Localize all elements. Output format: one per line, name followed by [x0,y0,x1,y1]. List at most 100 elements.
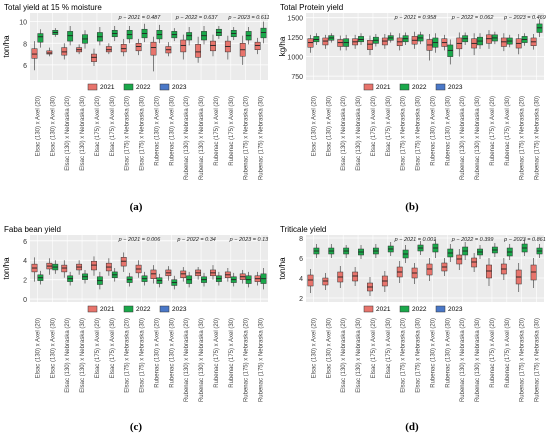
box-2021 [61,47,68,56]
x-tick-label: Elsac (175) x Nebraska (30) [416,318,422,393]
x-tick-label: Rubenac (130) x Nebraska (20) [460,318,466,402]
chart-panel-b: Total Protein yield 750 1000 1250 1500 kg/ha p… [276,0,548,214]
legend-swatch-2023 [159,305,170,313]
x-tick-label: Rubenac (175) x Axel (20) [490,318,496,388]
y-axis-label: ton/ha [2,35,11,58]
box-2021 [150,269,157,279]
box-2021 [180,270,187,278]
x-tick-label: Rubenac (130) x Nebraska (30) [475,318,481,402]
p-value-label: p − 2022 = 0.34 [176,237,216,243]
box-2021 [530,264,537,281]
p-value-label: p − 2022 = 0.062 [451,15,494,21]
caption-a: (a) [129,201,143,213]
y-tick-label: 4 [23,258,27,265]
p-value-label: p − 2023 = 0.611 [227,15,269,21]
legend-label: 2022 [412,84,427,91]
y-tick-label: 8 [299,236,303,243]
box-2021 [91,53,97,62]
x-tick-label: Elsac (175) x Nebraska (20) [125,318,131,393]
legend-label: 2021 [376,84,391,91]
x-tick-label: Elsac (175) x Nebraska (20) [401,96,407,171]
x-tick-label: Rubenac (175) x Nebraska (30) [535,318,541,402]
chart-title: Total yield at 15 % moisture [4,3,102,12]
chart-panel-d: Triticale yield 2 4 6 8 ton/ha p − 2021 = 0.00… [276,222,548,436]
y-tick-label: 6 [23,63,27,70]
legend-swatch-2022 [399,83,410,91]
x-tick-label: Rubenac (130) x Nebraska (30) [199,318,205,402]
x-tick-label: Rubenac (175) x Nebraska (30) [259,318,265,402]
x-tick-label: Rubenac (130) x Axel (20) [154,96,160,166]
x-tick-label: Rubenac (130) x Nebraska (20) [184,318,190,402]
p-value-label: p − 2022 = 0.637 [175,15,219,21]
x-tick-label: Rubenac (130) x Nebraska (20) [184,96,190,180]
box-2022 [186,32,193,41]
y-tick-label: 8 [23,41,27,48]
x-tick-label: Elsac (175) x Axel (30) [386,318,392,378]
box-2021 [105,46,112,53]
caption-c: (c) [129,421,143,433]
x-tick-label: Elsac (130) x Axel (20) [35,96,41,156]
p-value-label: p − 2021 = 0.001 [394,237,437,243]
x-tick-label: Rubenac (175) x Nebraska (20) [520,96,526,180]
box-2021 [471,257,478,268]
x-tick-label: Rubenac (175) x Nebraska (30) [535,96,541,180]
x-tick-label: Rubenac (175) x Nebraska (20) [520,318,526,402]
x-tick-label: Elsac (130) x Axel (20) [35,318,41,378]
box-2021 [120,44,127,53]
box-2022 [37,33,44,43]
y-tick-label: 2 [299,296,303,303]
y-tick-label: 6 [299,256,303,263]
x-tick-label: Elsac (130) x Axel (30) [326,96,332,156]
chart-title: Total Protein yield [280,3,343,12]
legend-label: 2021 [100,306,115,313]
x-tick-label: Rubenac (130) x Axel (20) [154,318,160,388]
x-tick-label: Elsac (175) x Nebraska (30) [416,96,422,171]
y-tick-label: 750 [291,74,303,81]
y-axis-label: ton/ha [278,257,287,280]
x-tick-label: Rubenac (130) x Nebraska (20) [460,96,466,180]
legend-label: 2023 [448,84,463,91]
legend-label: 2023 [172,84,187,91]
box-2021 [150,41,157,56]
p-value-label: p − 2023 = 0.13 [229,237,269,243]
legend-swatch-2023 [159,83,170,91]
legend-swatch-2021 [363,83,374,91]
x-tick-label: Rubenac (175) x Nebraska (20) [244,318,250,402]
x-tick-label: Elsac (130) x Axel (30) [50,318,56,378]
box-2021 [426,263,433,276]
x-tick-label: Rubenac (130) x Axel (30) [169,96,175,166]
y-tick-label: 1250 [287,35,303,42]
x-tick-label: Elsac (130) x Nebraska (20) [341,96,347,171]
box-2021 [322,277,329,286]
legend-label: 2022 [136,84,151,91]
x-tick-label: Rubenac (175) x Axel (30) [229,318,235,388]
x-tick-label: Elsac (130) x Nebraska (20) [65,96,71,171]
legend-swatch-2022 [399,305,410,313]
y-axis-label: kg/ha [278,36,287,56]
x-tick-label: Elsac (175) x Axel (20) [371,96,377,156]
p-value-label: p − 2022 = 0.399 [451,237,494,243]
legend-label: 2022 [136,306,151,313]
x-tick-label: Rubenac (175) x Axel (20) [214,96,220,166]
x-tick-label: Elsac (130) x Nebraska (20) [65,318,71,393]
y-tick-label: 10 [19,20,27,27]
legend-label: 2022 [412,306,427,313]
x-tick-label: Elsac (175) x Nebraska (20) [125,96,131,171]
legend-swatch-2022 [123,83,134,91]
box-2022 [260,27,267,39]
x-tick-label: Rubenac (175) x Nebraska (20) [244,96,250,180]
box-2021 [486,264,492,279]
box-2021 [195,44,202,58]
p-value-label: p − 2021 = 0.487 [118,15,162,21]
box-2021 [456,254,463,265]
box-2021 [31,48,38,59]
legend-label: 2023 [172,306,187,313]
p-value-label: p − 2021 = 0.006 [118,237,162,243]
chart-title: Faba bean yield [4,225,61,234]
chart-title: Triticale yield [280,225,326,234]
x-tick-label: Rubenac (175) x Axel (30) [229,96,235,166]
x-tick-label: Elsac (130) x Nebraska (30) [356,96,362,171]
box-2021 [61,264,68,273]
caption-b: (b) [405,201,419,213]
x-tick-label: Elsac (175) x Axel (20) [95,96,101,156]
